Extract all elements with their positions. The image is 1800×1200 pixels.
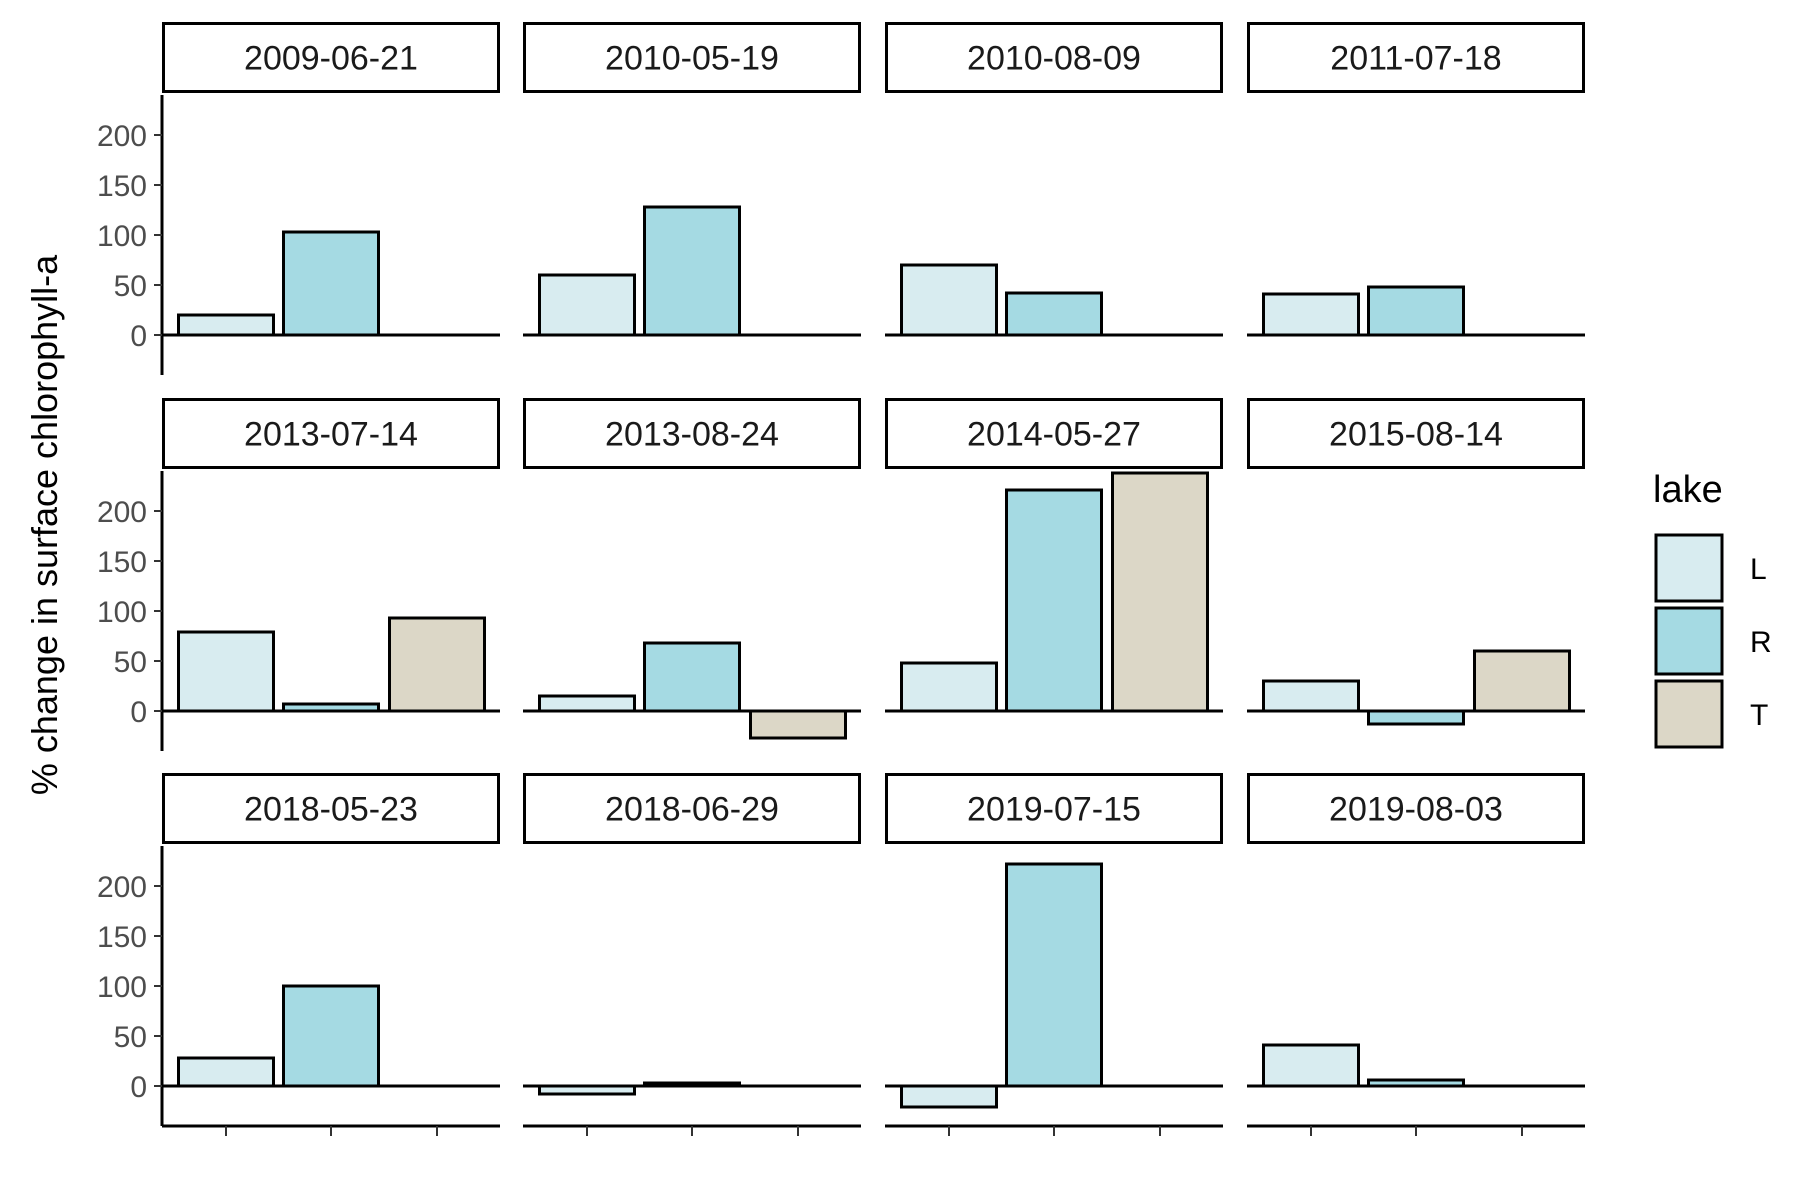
bar-L (1262, 679, 1360, 713)
bar-L (900, 661, 998, 713)
facet-strip (1247, 773, 1585, 844)
facet-panel: 2009-06-21 0 50 100 150 200 (97, 22, 500, 375)
facet-label: 2019-08-03 (1329, 791, 1503, 829)
facet-panels: 2009-06-21 0 50 100 150 200 2010-05-19 2010-08-… (97, 22, 1585, 1136)
facet-panel: 2019-07-15 (885, 773, 1223, 1136)
facet-label: 2009-06-21 (244, 40, 418, 78)
y-axis-title: % change in surface chlorophyll-a (24, 254, 65, 795)
facet-strip (162, 398, 500, 469)
bar-T (1473, 649, 1571, 713)
bar-L (538, 694, 636, 713)
legend-label: R (1750, 626, 1772, 659)
y-tick-label: 150 (97, 921, 147, 954)
bar-R (643, 1081, 741, 1088)
legend-key-R (1654, 606, 1724, 676)
facet-strip (885, 398, 1223, 469)
bar-L (177, 630, 275, 713)
facet-strip (885, 773, 1223, 844)
facet-strip (1247, 22, 1585, 93)
y-tick-label: 0 (130, 320, 147, 353)
legend-key-L (1654, 533, 1724, 603)
y-tick-label: 200 (97, 871, 147, 904)
bar-L (900, 263, 998, 337)
bar-R (643, 641, 741, 713)
y-tick-label: 0 (130, 1071, 147, 1104)
facet-label: 2019-07-15 (967, 791, 1141, 829)
bar-R (282, 984, 380, 1088)
facet-strip (162, 773, 500, 844)
bar-R (1005, 291, 1103, 337)
legend-label: L (1750, 553, 1767, 586)
facet-label: 2018-05-23 (244, 791, 418, 829)
facet-label: 2013-08-24 (605, 416, 779, 454)
y-tick-label: 100 (97, 971, 147, 1004)
bar-R (1367, 709, 1465, 726)
y-tick-label: 150 (97, 546, 147, 579)
facet-panel: 2018-06-29 (523, 773, 861, 1136)
facet-label: 2010-05-19 (605, 40, 779, 78)
facet-strip (162, 22, 500, 93)
bar-R (643, 205, 741, 337)
y-tick-label: 50 (114, 646, 147, 679)
bar-T (388, 616, 486, 713)
legend-key-T (1654, 679, 1724, 749)
bar-L (1262, 1043, 1360, 1088)
y-tick-label: 100 (97, 596, 147, 629)
legend-label: T (1750, 699, 1768, 732)
facet-strip (523, 398, 861, 469)
y-tick-label: 0 (130, 696, 147, 729)
facet-panel: 2015-08-14 (1247, 398, 1585, 726)
bar-T (1111, 471, 1209, 713)
y-tick-label: 200 (97, 496, 147, 529)
facet-label: 2018-06-29 (605, 791, 779, 829)
facet-panel: 2010-08-09 (885, 22, 1223, 337)
facet-strip (523, 22, 861, 93)
legend: lake L R T (1653, 469, 1772, 749)
bar-L (177, 313, 275, 337)
facet-label: 2010-08-09 (967, 40, 1141, 78)
facet-strip (885, 22, 1223, 93)
facet-panel: 2014-05-27 (885, 398, 1223, 713)
bar-R (282, 230, 380, 337)
bar-L (538, 273, 636, 337)
y-tick-label: 100 (97, 220, 147, 253)
facet-label: 2011-07-18 (1330, 40, 1501, 78)
facet-panel: 2013-08-24 (523, 398, 861, 740)
facet-label: 2013-07-14 (244, 416, 418, 454)
y-tick-label: 200 (97, 120, 147, 153)
bar-L (538, 1084, 636, 1096)
bar-R (1005, 862, 1103, 1088)
facet-panel: 2019-08-03 (1247, 773, 1585, 1136)
facet-strip (523, 773, 861, 844)
bar-L (900, 1084, 998, 1109)
bar-L (177, 1056, 275, 1088)
facet-panel: 2018-05-23 0 50 100 150 200 (97, 773, 500, 1136)
y-tick-label: 150 (97, 170, 147, 203)
facet-label: 2015-08-14 (1329, 416, 1503, 454)
legend-title: lake (1653, 469, 1723, 511)
bar-R (1367, 1078, 1465, 1088)
y-tick-label: 50 (114, 270, 147, 303)
facet-strip (1247, 398, 1585, 469)
facet-panel: 2011-07-18 (1247, 22, 1585, 337)
y-tick-label: 50 (114, 1021, 147, 1054)
bar-R (1367, 285, 1465, 337)
facet-panel: 2013-07-14 0 50 100 150 200 (97, 398, 500, 751)
bar-R (282, 702, 380, 713)
bar-R (1005, 488, 1103, 713)
bar-L (1262, 292, 1360, 337)
facet-panel: 2010-05-19 (523, 22, 861, 337)
facet-label: 2014-05-27 (967, 416, 1141, 454)
bar-T (749, 709, 847, 740)
